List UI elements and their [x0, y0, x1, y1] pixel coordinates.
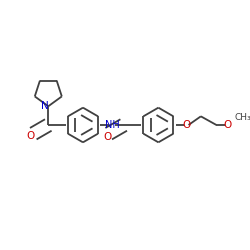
Text: O: O	[27, 131, 35, 141]
Text: O: O	[103, 132, 111, 142]
Text: N: N	[41, 101, 48, 111]
Text: NH: NH	[105, 120, 120, 130]
Text: O: O	[224, 120, 232, 130]
Text: O: O	[183, 120, 191, 130]
Text: CH₃: CH₃	[234, 114, 250, 122]
